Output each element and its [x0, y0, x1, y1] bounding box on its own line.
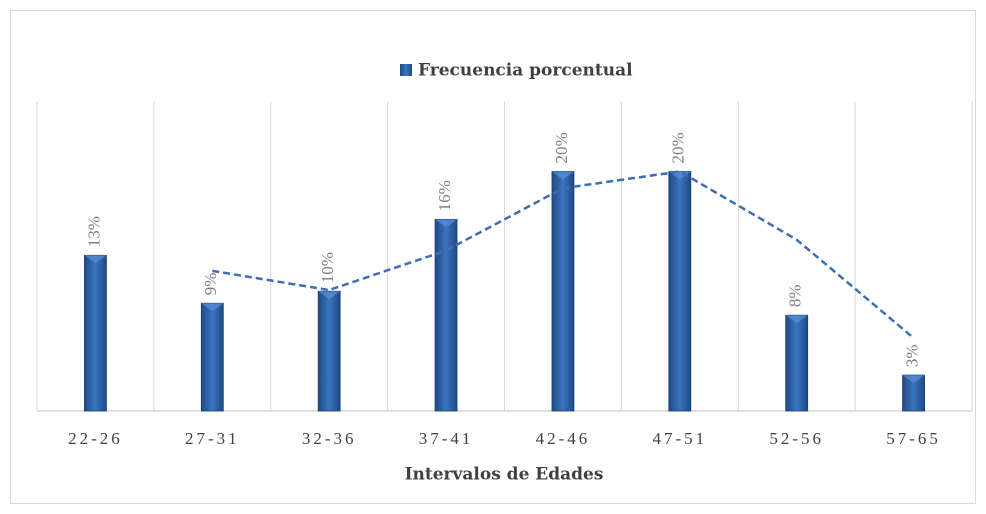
x-tick-label: 42-46	[536, 429, 591, 448]
x-axis-title: Intervalos de Edades	[405, 465, 604, 485]
bar-bevel	[201, 303, 224, 312]
bar	[785, 314, 809, 412]
legend-label: Frecuencia porcentual	[418, 61, 633, 81]
x-tick-label: 22-26	[68, 429, 123, 448]
value-label: 3%	[902, 344, 921, 367]
trendline	[212, 170, 915, 339]
value-label: 10%	[318, 252, 337, 283]
bar	[668, 171, 692, 412]
value-label: 20%	[552, 132, 571, 163]
bar	[84, 254, 107, 412]
bar-bevel	[318, 291, 341, 300]
x-tick-label: 32-36	[302, 429, 357, 448]
x-tick-label: 57-65	[886, 429, 941, 448]
x-tick-label: 52-56	[769, 429, 824, 448]
value-label: 20%	[669, 132, 688, 163]
bar	[551, 171, 575, 412]
legend-swatch	[400, 64, 412, 76]
value-label: 13%	[84, 216, 103, 247]
value-label: 9%	[201, 273, 220, 296]
chart-border	[10, 10, 976, 504]
bar-bevel	[84, 255, 107, 264]
value-label: 16%	[435, 180, 454, 211]
x-tick-label: 37-41	[419, 429, 474, 448]
bar	[317, 290, 341, 412]
bar	[200, 302, 224, 412]
bar-bevel	[785, 315, 808, 324]
bar	[434, 218, 458, 412]
x-tick-label: 47-51	[652, 429, 707, 448]
bar-bevel	[902, 375, 925, 384]
bar-bevel	[551, 171, 574, 180]
bar-bevel	[435, 219, 458, 228]
value-label: 8%	[786, 285, 805, 308]
x-tick-label: 27-31	[185, 429, 240, 448]
